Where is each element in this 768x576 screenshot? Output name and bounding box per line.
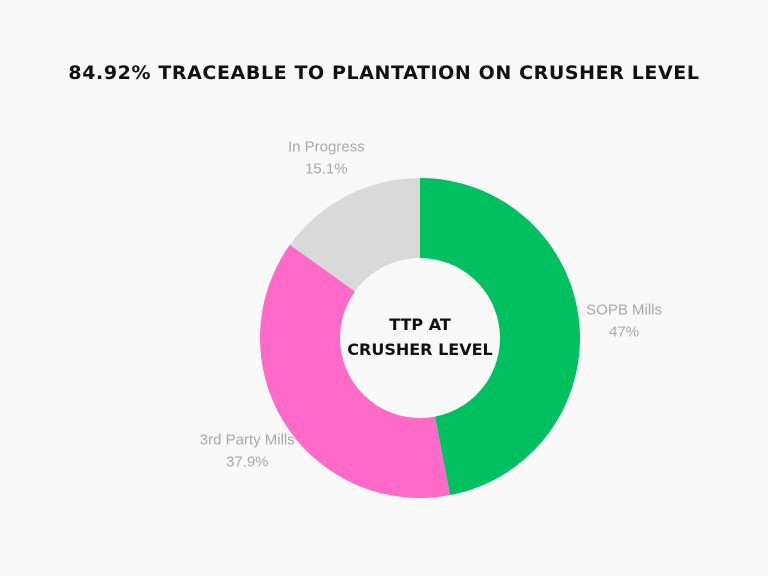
chart-title: 84.92% TRACEABLE TO PLANTATION ON CRUSHE… — [68, 62, 700, 84]
slice-in-progress — [289, 178, 420, 292]
slice-sopb-mills — [420, 178, 581, 496]
slice-value-in-progress: 15.1% — [305, 161, 348, 178]
center-label-line-1: TTP AT — [389, 315, 451, 334]
slice-label-sopb-mills: SOPB Mills — [586, 302, 662, 319]
slice-label-in-progress: In Progress — [288, 139, 365, 156]
slice-value-3rd-party-mills: 37.9% — [226, 453, 269, 470]
center-label-line-2: CRUSHER LEVEL — [347, 340, 492, 359]
slice-label-3rd-party-mills: 3rd Party Mills — [200, 431, 295, 448]
slice-3rd-party-mills — [259, 244, 450, 498]
slice-value-sopb-mills: 47% — [609, 324, 639, 341]
